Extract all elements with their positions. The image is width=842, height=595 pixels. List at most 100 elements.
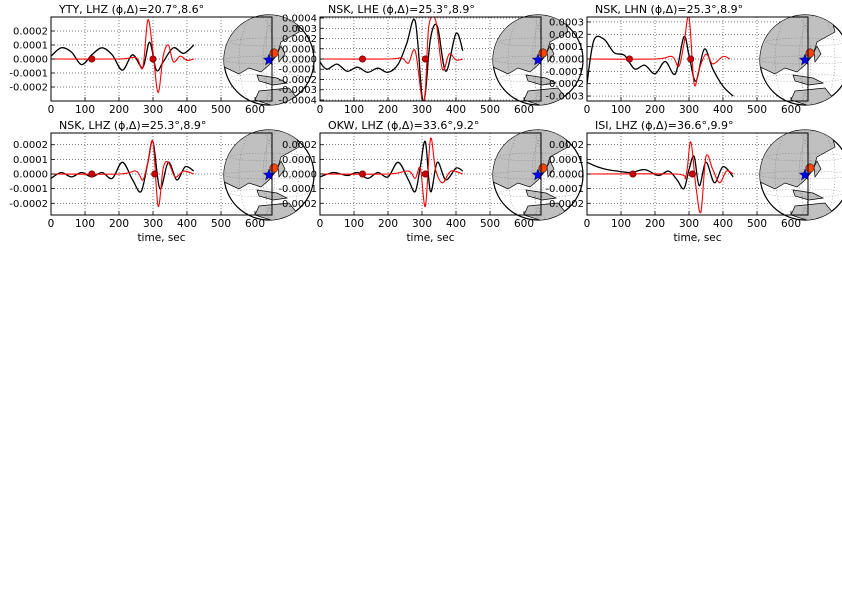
x-tick-label: 300 <box>412 104 432 116</box>
y-tick-label: 0.0002 <box>282 140 317 151</box>
landmass <box>277 45 286 63</box>
synthetic-waveform <box>587 141 734 214</box>
x-tick-label: 0 <box>317 104 324 116</box>
y-tick-label: -0.0002 <box>278 75 317 86</box>
meridian <box>238 130 276 220</box>
chart-panel-6: 0 100 200 300 400 500 600 0.0002 0.0001 0.0000 -0.… <box>545 119 842 244</box>
x-tick-label: 400 <box>177 104 197 116</box>
y-tick-label: 0.0000 <box>13 55 48 66</box>
y-tick-label: 0.0001 <box>13 41 48 52</box>
x-tick-label: 100 <box>75 218 95 230</box>
chart-title: NSK, LHZ (ϕ,Δ)=25.3°,8.9° <box>59 119 206 132</box>
x-tick-label: 200 <box>645 218 665 230</box>
y-tick-label: 0.0002 <box>549 30 584 41</box>
x-tick-label: 100 <box>75 104 95 116</box>
meridian <box>798 15 836 105</box>
x-tick-label: 300 <box>679 104 699 116</box>
y-tick-label: 0.0002 <box>13 27 48 38</box>
landmass <box>224 15 300 75</box>
globe-inset <box>223 129 315 221</box>
globe-inset <box>492 14 584 106</box>
chart-panel-2: 0 100 200 300 400 500 6000.00040.00030.00020.0… <box>278 3 584 116</box>
landmass <box>760 130 836 190</box>
parallel <box>498 188 578 198</box>
y-tick-label: 0.0001 <box>549 42 584 53</box>
landmass <box>224 130 300 190</box>
globe-inset <box>759 129 842 221</box>
arrival-marker <box>88 55 96 63</box>
x-tick-label: 600 <box>514 104 534 116</box>
x-tick-label: 500 <box>211 104 231 116</box>
x-tick-label: 300 <box>143 104 163 116</box>
observed-waveform <box>320 140 464 193</box>
synthetic-waveform <box>51 19 194 94</box>
meridian <box>531 15 569 105</box>
y-tick-label: -0.0001 <box>545 184 584 195</box>
y-tick-label: 0.0001 <box>13 155 48 166</box>
meridian <box>262 130 300 220</box>
y-tick-label: -0.0004 <box>278 95 317 106</box>
x-tick-label: 400 <box>446 104 466 116</box>
landmass <box>760 15 836 75</box>
chart-panel-1: 0 100 200 300 400 500 6000.00020.00010.0000-0.… <box>9 3 315 116</box>
synthetic-waveform <box>587 17 731 87</box>
y-tick-label: 0.0001 <box>282 44 317 55</box>
parallel <box>224 170 314 180</box>
x-tick-label: 400 <box>713 104 733 116</box>
meridian <box>774 130 812 220</box>
y-tick-label: -0.0002 <box>9 83 48 94</box>
y-tick-label: -0.0003 <box>545 92 584 103</box>
parallel <box>760 170 842 180</box>
station-marker <box>538 48 548 58</box>
x-tick-label: 200 <box>645 104 665 116</box>
landmass <box>813 45 822 63</box>
x-tick-label: 300 <box>143 218 163 230</box>
x-tick-label: 500 <box>480 218 500 230</box>
y-tick-label: -0.0002 <box>545 199 584 210</box>
x-axis-label: time, sec <box>137 232 185 244</box>
arrival-marker <box>629 170 637 178</box>
parallel <box>760 55 842 65</box>
arrival-marker <box>625 55 633 63</box>
observed-waveform <box>587 155 734 190</box>
x-tick-label: 300 <box>679 218 699 230</box>
meridian <box>531 130 569 220</box>
x-tick-label: 400 <box>446 218 466 230</box>
arrival-marker <box>688 170 696 178</box>
chart-panel-5: 0 100 200 300 400 500 600 0.0002 0.0001 0.0000 -0.… <box>278 119 584 244</box>
meridian <box>774 15 812 105</box>
parallel <box>765 37 842 47</box>
x-tick-label: 0 <box>584 104 591 116</box>
parallel <box>765 73 842 83</box>
y-tick-label: 0.0002 <box>13 140 48 151</box>
x-tick-label: 100 <box>611 218 631 230</box>
x-tick-label: 100 <box>611 104 631 116</box>
y-tick-label: 0.0002 <box>282 34 317 45</box>
arrival-marker <box>151 170 159 178</box>
y-tick-label: -0.0002 <box>278 199 317 210</box>
y-tick-label: -0.0001 <box>278 184 317 195</box>
arrival-marker <box>149 55 157 63</box>
x-tick-label: 600 <box>245 218 265 230</box>
y-tick-label: -0.0002 <box>9 199 48 210</box>
x-tick-label: 500 <box>747 104 767 116</box>
x-tick-label: 0 <box>584 218 591 230</box>
x-tick-label: 200 <box>378 104 398 116</box>
parallel <box>498 73 578 83</box>
synthetic-waveform <box>51 139 194 207</box>
y-tick-label: 0.0002 <box>549 140 584 151</box>
arrival-marker <box>358 55 366 63</box>
parallel <box>498 152 578 162</box>
parallel <box>765 188 842 198</box>
x-tick-label: 400 <box>177 218 197 230</box>
y-tick-label: 0.0000 <box>282 55 317 66</box>
x-tick-label: 200 <box>109 218 129 230</box>
landmass <box>546 160 555 178</box>
x-tick-label: 100 <box>344 218 364 230</box>
station-marker <box>805 48 815 58</box>
meridian <box>507 15 545 105</box>
arrival-marker <box>421 55 429 63</box>
observed-waveform <box>587 35 734 97</box>
